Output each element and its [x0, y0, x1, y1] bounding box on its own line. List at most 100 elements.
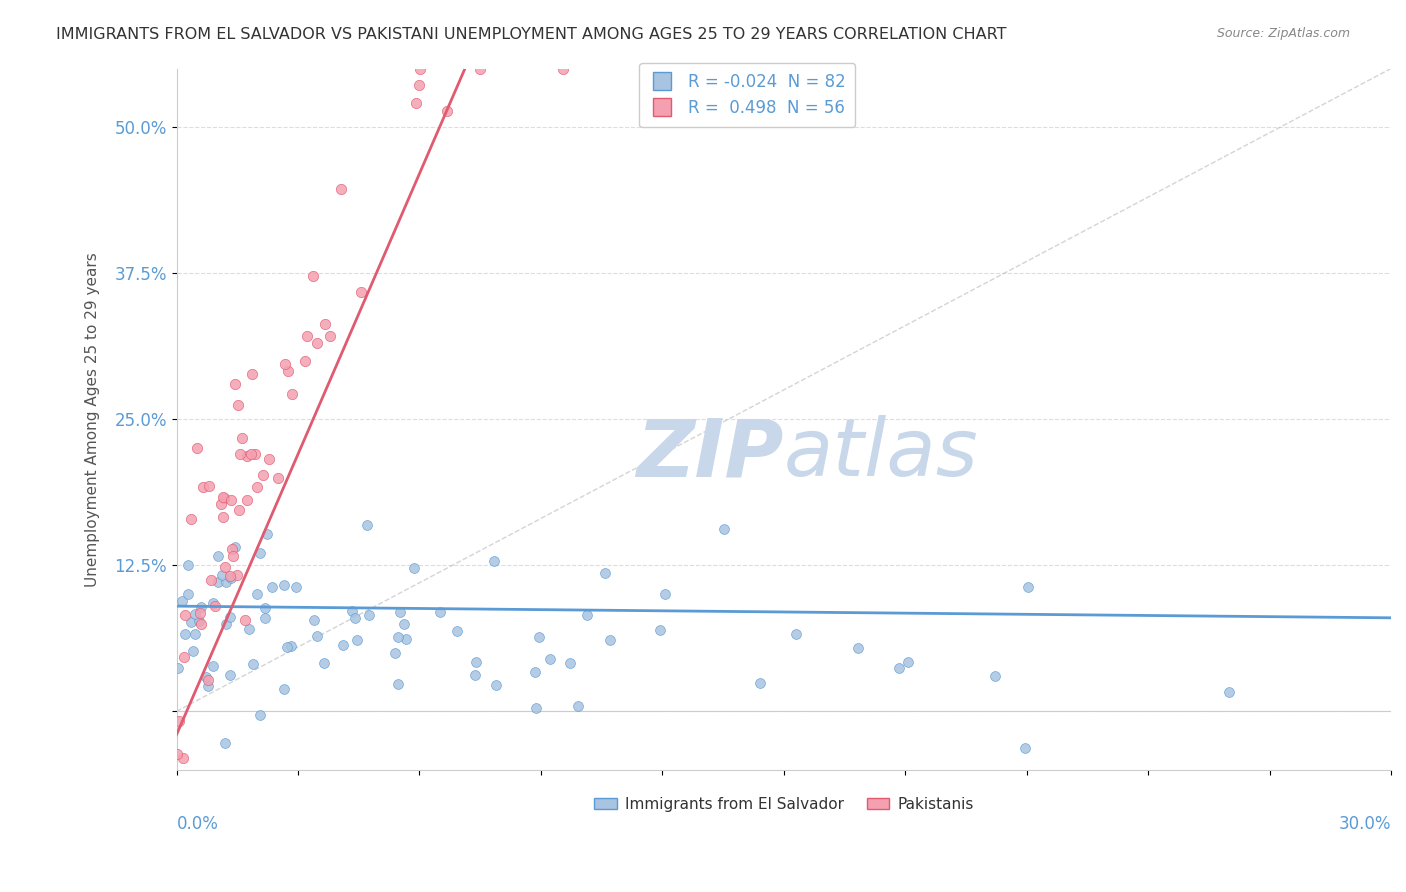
Point: [204, 599, 226, 614]
Point: [214, 736, 236, 750]
Point: [212, 491, 235, 505]
Point: [235, 449, 257, 463]
Point: [191, 480, 214, 494]
Point: [249, 546, 271, 560]
Point: [190, 616, 212, 631]
Point: [523, 665, 546, 679]
Point: [214, 559, 236, 574]
Point: [387, 677, 409, 691]
Point: [207, 574, 229, 589]
Point: [211, 510, 233, 524]
Point: [252, 468, 274, 483]
Point: [387, 631, 409, 645]
Point: [319, 328, 342, 343]
Point: [340, 604, 363, 618]
Point: [172, 751, 194, 765]
Point: [446, 624, 468, 638]
Text: IMMIGRANTS FROM EL SALVADOR VS PAKISTANI UNEMPLOYMENT AMONG AGES 25 TO 29 YEARS : IMMIGRANTS FROM EL SALVADOR VS PAKISTANI…: [56, 27, 1007, 42]
Text: 0.0%: 0.0%: [177, 815, 218, 833]
Point: [262, 580, 284, 594]
Point: [226, 567, 249, 582]
Point: [648, 624, 671, 638]
Point: [307, 629, 329, 643]
Point: [240, 447, 263, 461]
Point: [408, 78, 430, 92]
Point: [186, 441, 208, 455]
Point: [195, 670, 218, 684]
Point: [464, 668, 486, 682]
Point: [211, 567, 233, 582]
Point: [575, 608, 598, 623]
Text: Source: ZipAtlas.com: Source: ZipAtlas.com: [1216, 27, 1350, 40]
Point: [405, 96, 427, 111]
Point: [174, 627, 197, 641]
Point: [246, 587, 269, 601]
Point: [350, 285, 373, 300]
Point: [464, 656, 486, 670]
Point: [173, 650, 195, 665]
Point: [166, 747, 188, 761]
Point: [202, 659, 225, 673]
Point: [249, 707, 271, 722]
Point: [314, 318, 336, 332]
Point: [409, 62, 432, 76]
Point: [713, 522, 735, 536]
Point: [343, 611, 366, 625]
Point: [273, 681, 295, 696]
Point: [402, 561, 425, 575]
Point: [167, 660, 190, 674]
Point: [222, 549, 245, 563]
Point: [177, 558, 200, 572]
Point: [242, 657, 264, 671]
Point: [197, 679, 219, 693]
Point: [200, 574, 222, 588]
Point: [330, 181, 353, 195]
Point: [429, 605, 451, 619]
Y-axis label: Unemployment Among Ages 25 to 29 years: Unemployment Among Ages 25 to 29 years: [86, 252, 100, 587]
Point: [280, 386, 302, 401]
Point: [599, 633, 621, 648]
Point: [246, 480, 269, 494]
Text: atlas: atlas: [783, 415, 979, 493]
Point: [229, 447, 252, 461]
Point: [314, 656, 336, 670]
Point: [236, 492, 259, 507]
Point: [305, 336, 328, 351]
Point: [356, 517, 378, 532]
Point: [538, 652, 561, 666]
Point: [221, 541, 243, 556]
Point: [180, 615, 202, 629]
Point: [1218, 685, 1240, 699]
Point: [485, 678, 508, 692]
Point: [274, 357, 297, 371]
Point: [219, 571, 242, 585]
Point: [302, 613, 325, 627]
Point: [277, 364, 299, 378]
Point: [228, 503, 250, 517]
Point: [256, 527, 278, 541]
Point: [748, 676, 770, 690]
Point: [285, 580, 308, 594]
Point: [593, 566, 616, 580]
Point: [240, 368, 263, 382]
Point: [294, 354, 316, 368]
Point: [897, 655, 920, 669]
Point: [357, 607, 380, 622]
Point: [567, 698, 589, 713]
Point: [276, 640, 298, 655]
Point: [846, 640, 869, 655]
Point: [1017, 580, 1039, 594]
Point: [197, 673, 219, 688]
Point: [218, 668, 240, 682]
Point: [180, 511, 202, 525]
Point: [392, 617, 415, 632]
Point: [224, 541, 246, 555]
Point: [226, 398, 249, 412]
Point: [238, 622, 260, 636]
Point: [482, 554, 505, 568]
Point: [551, 62, 574, 76]
Point: [560, 657, 582, 671]
Point: [887, 661, 910, 675]
Point: [177, 587, 200, 601]
Point: [388, 605, 411, 619]
